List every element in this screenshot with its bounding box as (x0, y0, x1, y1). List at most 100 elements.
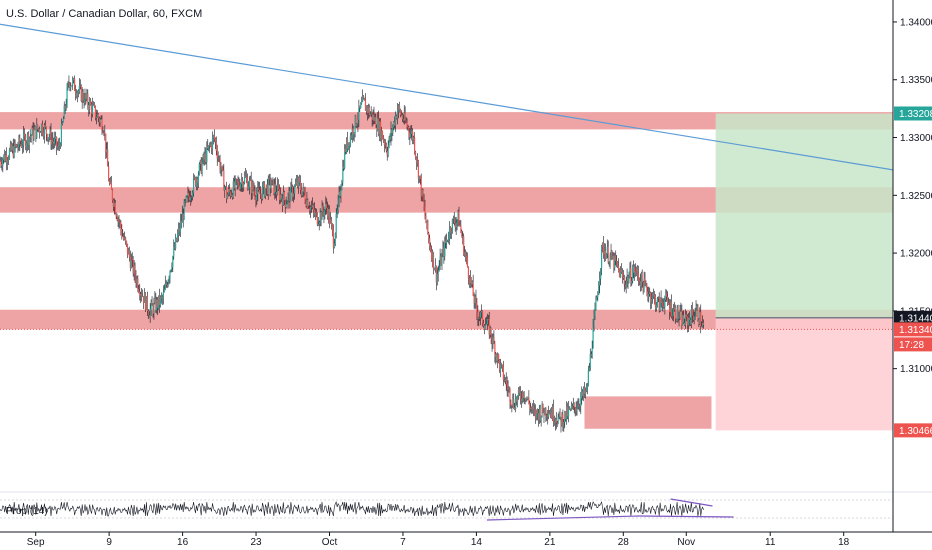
candle-body-734 (692, 315, 694, 321)
candle-body-506 (477, 312, 479, 319)
candle-body-0 (0, 160, 1, 162)
candle-body-341 (321, 205, 323, 220)
candle-body-271 (255, 197, 257, 201)
candle-body-561 (529, 403, 531, 409)
candle-body-442 (416, 161, 419, 163)
candle-body-59 (55, 136, 57, 139)
candle-body-649 (612, 255, 614, 259)
candle-body-311 (293, 193, 295, 197)
candle-body-585 (551, 406, 554, 418)
candle-body-208 (195, 178, 198, 186)
candle-body-161 (151, 301, 153, 306)
candle-body-96 (90, 101, 92, 105)
candle-body-277 (261, 193, 263, 200)
candle-body-551 (519, 392, 521, 399)
candle-body-126 (118, 219, 120, 222)
candle-body-616 (581, 391, 583, 399)
candle-body-552 (520, 398, 522, 401)
candle-body-254 (239, 185, 241, 189)
candle-body-416 (392, 127, 394, 134)
candle-body-246 (231, 194, 233, 198)
candle-body-163 (153, 302, 155, 314)
candle-body-495 (466, 257, 469, 267)
candle-body-256 (241, 180, 243, 184)
candle-body-362 (341, 182, 343, 190)
candle-body-361 (340, 189, 342, 197)
candle-body-671 (633, 266, 635, 273)
candle-body-630 (594, 309, 596, 316)
candle-body-599 (565, 411, 567, 420)
candle-body-103 (96, 114, 98, 118)
candle-body-372 (350, 135, 352, 138)
candle-body-641 (604, 250, 606, 259)
candle-body-375 (353, 132, 355, 135)
position-loss-zone[interactable] (715, 317, 893, 431)
price-tag-1 (894, 310, 932, 325)
candle-body-54 (50, 130, 52, 145)
candle-body-531 (500, 363, 503, 365)
candle-body-31 (28, 137, 30, 146)
candle-body-390 (367, 107, 369, 113)
candle-body-233 (219, 158, 221, 171)
candle-body-588 (554, 419, 556, 423)
candle-body-488 (460, 225, 462, 232)
candle-body-626 (590, 354, 592, 356)
candle-body-377 (355, 115, 357, 127)
candle-body-555 (523, 398, 525, 399)
candle-body-363 (342, 166, 344, 183)
candle-body-566 (533, 409, 536, 411)
candle-body-589 (555, 419, 557, 423)
candle-body-395 (372, 114, 374, 120)
candle-body-431 (406, 122, 408, 127)
candle-body-391 (368, 107, 370, 116)
candle-body-527 (497, 354, 499, 361)
candle-body-601 (566, 406, 569, 417)
candle-body-50 (46, 134, 48, 140)
candle-body-168 (158, 295, 160, 308)
candle-body-694 (654, 296, 657, 308)
candle-body-201 (189, 196, 191, 201)
position-profit-zone[interactable] (715, 113, 893, 318)
candle-body-93 (87, 93, 89, 106)
candle-body-667 (629, 268, 631, 277)
oscillator-line (0, 501, 704, 517)
candle-body-596 (562, 414, 564, 427)
candle-body-10 (8, 150, 11, 159)
candle-body-733 (691, 309, 693, 316)
candle-body-357 (336, 209, 338, 214)
candle-body-140 (131, 258, 133, 260)
candle-body-513 (483, 326, 486, 329)
candle-body-728 (686, 316, 689, 326)
candle-body-157 (147, 311, 149, 316)
candle-body-425 (400, 114, 402, 116)
candle-body-40 (37, 124, 39, 130)
candle-body-450 (424, 206, 426, 216)
candle-body-553 (521, 392, 523, 401)
candle-body-338 (318, 222, 320, 225)
position-layer[interactable] (715, 113, 893, 431)
candle-body-317 (298, 177, 300, 182)
candle-body-329 (310, 206, 312, 211)
candle-body-261 (245, 176, 248, 179)
candle-body-57 (53, 141, 55, 144)
candle-body-91 (85, 94, 87, 99)
candle-body-358 (337, 199, 339, 210)
candle-body-609 (574, 407, 576, 412)
candle-body-502 (473, 295, 475, 304)
candle-body-742 (700, 312, 702, 327)
candle-body-711 (670, 302, 673, 317)
candle-body-367 (346, 138, 348, 152)
candle-body-194 (182, 213, 184, 220)
candle-body-592 (558, 411, 560, 417)
candle-body-69 (64, 105, 66, 109)
candle-body-447 (421, 189, 423, 197)
candle-body-38 (35, 126, 37, 138)
candle-body-34 (31, 127, 33, 136)
candle-body-453 (427, 220, 429, 234)
candle-body-326 (307, 199, 309, 209)
candle-body-71 (66, 87, 68, 105)
candle-body-80 (74, 90, 77, 94)
candle-body-538 (507, 387, 509, 390)
